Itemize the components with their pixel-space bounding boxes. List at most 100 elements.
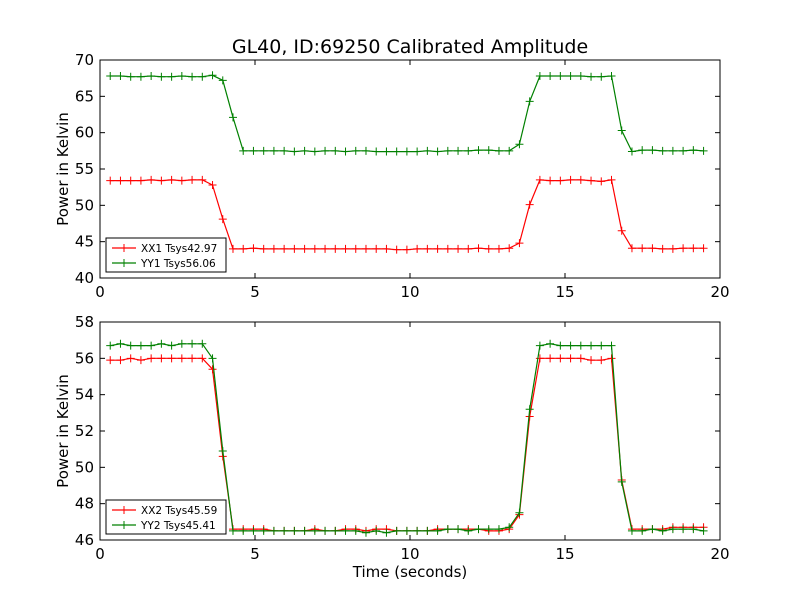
y-tick-label: 46 bbox=[75, 531, 94, 549]
data-point bbox=[392, 147, 401, 156]
data-point bbox=[106, 71, 115, 80]
data-point bbox=[341, 526, 350, 535]
data-point bbox=[413, 526, 422, 535]
data-point bbox=[269, 244, 278, 253]
data-point bbox=[402, 526, 411, 535]
data-point bbox=[607, 175, 616, 184]
data-point bbox=[679, 525, 688, 534]
data-point bbox=[474, 244, 483, 253]
data-point bbox=[525, 405, 534, 414]
legend-marker bbox=[120, 259, 128, 267]
data-point bbox=[198, 339, 207, 348]
data-point bbox=[658, 146, 667, 155]
chart-title: GL40, ID:69250 Calibrated Amplitude bbox=[232, 36, 588, 58]
data-point bbox=[300, 244, 309, 253]
series-2 bbox=[106, 71, 708, 156]
data-point bbox=[147, 354, 156, 363]
data-point bbox=[597, 341, 606, 350]
data-point bbox=[566, 341, 575, 350]
data-point bbox=[259, 526, 268, 535]
data-point bbox=[167, 175, 176, 184]
y-tick-label: 54 bbox=[75, 386, 94, 404]
data-point bbox=[157, 72, 166, 81]
legend-label: YY2 Tsys45.41 bbox=[140, 520, 216, 532]
data-point bbox=[546, 176, 555, 185]
data-point bbox=[535, 341, 544, 350]
data-point bbox=[321, 526, 330, 535]
data-point bbox=[423, 526, 432, 535]
data-point bbox=[361, 244, 370, 253]
data-point bbox=[239, 244, 248, 253]
data-point bbox=[331, 526, 340, 535]
data-point bbox=[157, 354, 166, 363]
data-point bbox=[116, 71, 125, 80]
data-point bbox=[638, 244, 647, 253]
x-tick-label: 15 bbox=[555, 283, 574, 301]
data-point bbox=[699, 526, 708, 535]
y-tick-label: 48 bbox=[75, 495, 94, 513]
data-point bbox=[116, 339, 125, 348]
data-point bbox=[433, 526, 442, 535]
data-point bbox=[464, 526, 473, 535]
data-point bbox=[484, 146, 493, 155]
data-point bbox=[413, 147, 422, 156]
data-point bbox=[167, 341, 176, 350]
data-point bbox=[454, 525, 463, 534]
data-point bbox=[679, 244, 688, 253]
y-tick-label: 50 bbox=[75, 196, 94, 214]
legend: XX1 Tsys42.97 YY1 Tsys56.06 bbox=[105, 237, 227, 273]
data-point bbox=[525, 97, 534, 106]
data-point bbox=[597, 356, 606, 365]
data-point bbox=[188, 339, 197, 348]
data-point bbox=[147, 71, 156, 80]
data-point bbox=[218, 76, 227, 85]
y-tick-label: 55 bbox=[75, 160, 94, 178]
data-point bbox=[382, 147, 391, 156]
data-point bbox=[587, 356, 596, 365]
x-tick-label: 5 bbox=[250, 283, 260, 301]
data-point bbox=[679, 146, 688, 155]
data-point bbox=[494, 146, 503, 155]
legend: XX2 Tsys45.59 YY2 Tsys45.41 bbox=[105, 499, 227, 535]
legend-label: YY1 Tsys56.06 bbox=[140, 258, 216, 270]
series-line bbox=[110, 74, 704, 153]
data-point bbox=[361, 528, 370, 537]
data-point bbox=[310, 244, 319, 253]
data-point bbox=[515, 140, 524, 149]
legend-box bbox=[105, 237, 227, 273]
data-point bbox=[136, 72, 145, 81]
data-point bbox=[484, 525, 493, 534]
data-point bbox=[546, 71, 555, 80]
data-point bbox=[525, 200, 534, 209]
data-point bbox=[290, 147, 299, 156]
y-tick-label: 45 bbox=[75, 233, 94, 251]
y-axis-label: Power in Kelvin bbox=[54, 112, 72, 226]
data-point bbox=[167, 354, 176, 363]
data-point bbox=[617, 226, 626, 235]
data-point bbox=[188, 175, 197, 184]
data-point bbox=[300, 146, 309, 155]
data-point bbox=[290, 526, 299, 535]
data-point bbox=[464, 244, 473, 253]
data-point bbox=[280, 146, 289, 155]
data-point bbox=[556, 341, 565, 350]
data-point bbox=[433, 147, 442, 156]
data-point bbox=[126, 176, 135, 185]
data-point bbox=[218, 446, 227, 455]
y-tick-label: 50 bbox=[75, 458, 94, 476]
data-point bbox=[617, 477, 626, 486]
data-point bbox=[627, 526, 636, 535]
data-point bbox=[372, 147, 381, 156]
data-point bbox=[269, 146, 278, 155]
data-point bbox=[147, 341, 156, 350]
data-point bbox=[648, 244, 657, 253]
data-point bbox=[280, 526, 289, 535]
legend-marker bbox=[120, 521, 128, 529]
x-tick-label: 20 bbox=[710, 283, 729, 301]
data-point bbox=[668, 244, 677, 253]
data-point bbox=[382, 244, 391, 253]
data-point bbox=[443, 244, 452, 253]
data-point bbox=[587, 341, 596, 350]
x-tick-label: 0 bbox=[95, 283, 105, 301]
data-point bbox=[392, 526, 401, 535]
